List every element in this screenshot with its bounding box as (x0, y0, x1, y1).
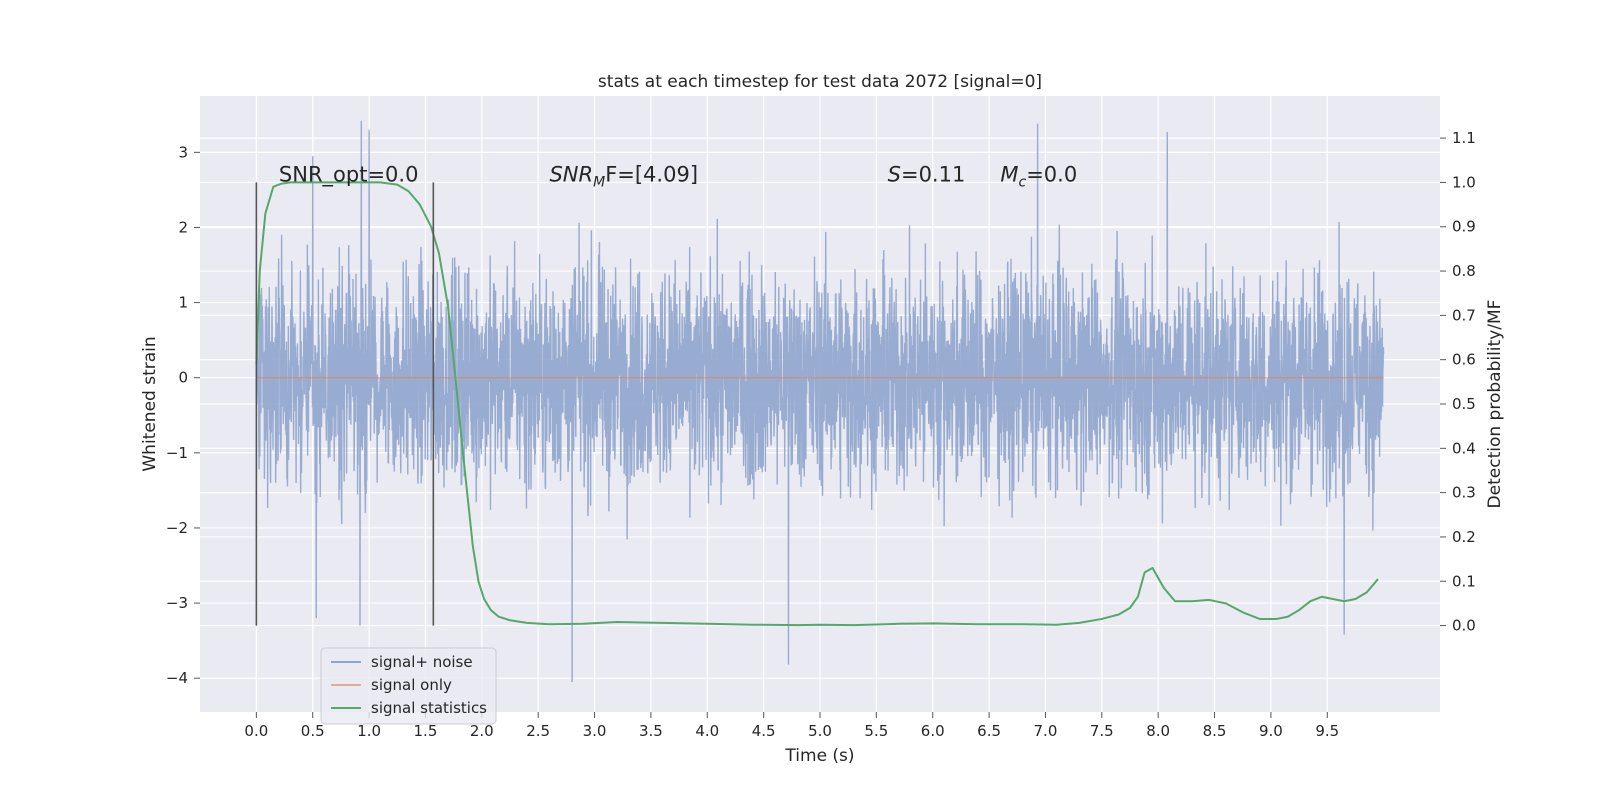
legend-label-signal-only: signal only (371, 676, 452, 694)
legend: signal+ noise signal only signal statist… (320, 647, 497, 725)
annotation-value: =0.11 (901, 162, 965, 186)
annotation-subscript: M (593, 174, 605, 190)
y-left-tick-label: −3 (166, 594, 188, 612)
annotation-text: SNR_opt=0.0 (279, 162, 419, 187)
x-tick-label: 1.5 (414, 722, 438, 740)
y-right-tick-label: 0.0 (1452, 617, 1476, 635)
x-tick-label: 2.5 (526, 722, 550, 740)
y-right-tick-label: 0.3 (1452, 484, 1476, 502)
y-right-tick-label: 0.5 (1452, 395, 1476, 413)
x-tick-label: 5.0 (808, 722, 832, 740)
y-left-tick-label: 0 (178, 369, 188, 387)
legend-label-signal-noise: signal+ noise (371, 653, 473, 671)
y-right-tick-label: 1.0 (1452, 173, 1476, 191)
y-left-tick-label: −4 (166, 669, 188, 687)
y-right-tick-label: 0.2 (1452, 528, 1476, 546)
annotation-text: SNR (549, 162, 593, 186)
series-lines (255, 181, 1384, 627)
tick-labels: 0.0 0.5 1.0 1.5 2.0 2.5 3.0 3.5 4.0 4.5 5.0 5.5 6.0 6… (166, 129, 1476, 740)
y-axis-left-label: Whitened strain (140, 336, 160, 471)
series-signal-noise (255, 120, 1385, 682)
y-right-tick-label: 0.1 (1452, 572, 1476, 590)
vertical-markers (255, 182, 435, 626)
x-tick-label: 4.0 (695, 722, 719, 740)
x-tick-label: 0.5 (301, 722, 325, 740)
annotation-2: S=0.11 (888, 162, 966, 186)
x-tick-label: 3.0 (583, 722, 607, 740)
y-axis-right-label: Detection probability/MF (1485, 300, 1505, 509)
annotation-text: S (888, 162, 901, 186)
annotation-subscript: c (1018, 174, 1026, 190)
y-right-tick-label: 1.1 (1452, 129, 1476, 147)
y-right-tick-label: 0.7 (1452, 306, 1476, 324)
y-right-tick-label: 0.4 (1452, 439, 1476, 457)
y-left-tick-label: 3 (178, 143, 188, 161)
x-tick-label: 0.0 (244, 722, 268, 740)
x-tick-label: 9.5 (1315, 722, 1339, 740)
x-tick-label: 9.0 (1259, 722, 1283, 740)
y-left-tick-label: −2 (166, 519, 188, 537)
signal-noise-line (255, 120, 1385, 682)
annotation-text: M (1000, 162, 1018, 186)
x-tick-label: 6.5 (977, 722, 1001, 740)
annotation-value: F=[4.09] (605, 162, 698, 186)
x-tick-label: 5.5 (864, 722, 888, 740)
annotation-1: SNRMF=[4.09] (549, 162, 698, 190)
annotation-value: =0.0 (1026, 162, 1077, 186)
annotation-3: Mc=0.0 (1000, 162, 1077, 190)
x-tick-label: 7.5 (1090, 722, 1114, 740)
x-tick-label: 3.5 (639, 722, 663, 740)
y-right-tick-label: 0.8 (1452, 262, 1476, 280)
x-tick-label: 8.0 (1146, 722, 1170, 740)
annotation-0: SNR_opt=0.0 (279, 162, 419, 187)
y-right-tick-label: 0.6 (1452, 351, 1476, 369)
legend-label-signal-statistics: signal statistics (371, 699, 487, 717)
x-tick-label: 1.0 (357, 722, 381, 740)
x-axis-label: Time (s) (784, 746, 854, 766)
legend-box (320, 647, 497, 725)
x-tick-label: 4.5 (752, 722, 776, 740)
signal-statistics-line (255, 181, 1379, 627)
y-left-tick-label: −1 (166, 444, 188, 462)
x-tick-label: 2.0 (470, 722, 494, 740)
annotations: SNR_opt=0.0 SNRMF=[4.09] S=0.11 Mc=0.0 (279, 162, 1077, 190)
y-left-tick-label: 1 (178, 294, 188, 312)
y-right-tick-label: 0.9 (1452, 218, 1476, 236)
y-left-tick-label: 2 (178, 218, 188, 236)
x-tick-label: 7.0 (1034, 722, 1058, 740)
x-tick-label: 6.0 (921, 722, 945, 740)
x-tick-label: 8.5 (1203, 722, 1227, 740)
chart-title: stats at each timestep for test data 207… (598, 72, 1042, 92)
